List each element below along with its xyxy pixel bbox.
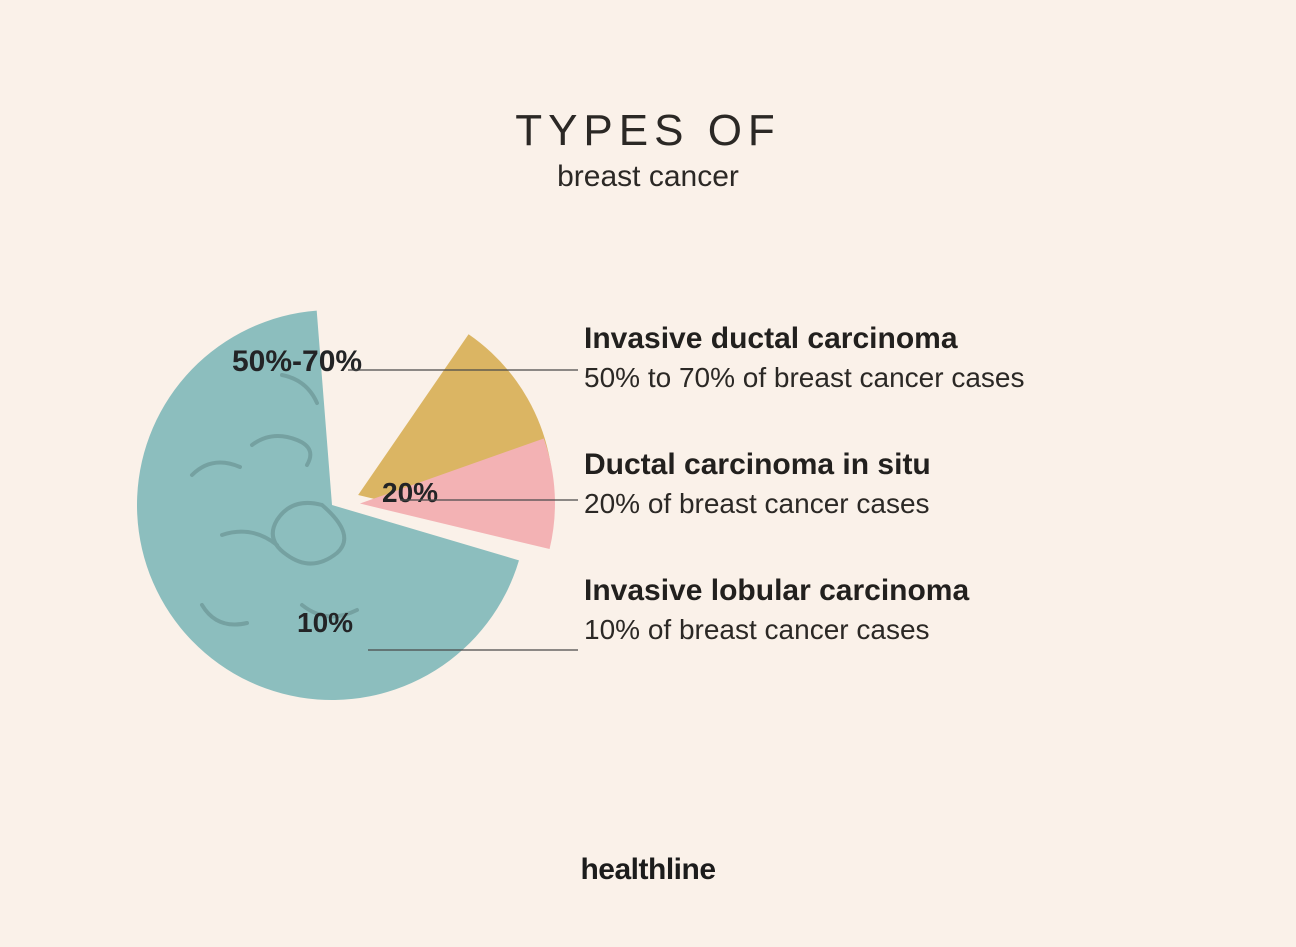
- legend-title: Ductal carcinoma in situ: [584, 448, 1204, 482]
- title-sub: breast cancer: [0, 160, 1296, 194]
- legend-title: Invasive ductal carcinoma: [584, 322, 1204, 356]
- slice-label-ilc: 10%: [297, 607, 353, 639]
- legend-item-dcis: Ductal carcinoma in situ 20% of breast c…: [584, 448, 1204, 520]
- pie-svg: [102, 275, 562, 735]
- title-main: TYPES OF: [0, 106, 1296, 156]
- legend-item-ilc: Invasive lobular carcinoma 10% of breast…: [584, 574, 1204, 646]
- legend-desc: 10% of breast cancer cases: [584, 614, 1204, 646]
- pie-chart: 50%-70% 20% 10%: [102, 275, 502, 675]
- slice-label-idc: 50%-70%: [232, 345, 362, 379]
- legend-desc: 50% to 70% of breast cancer cases: [584, 362, 1204, 394]
- legend-title: Invasive lobular carcinoma: [584, 574, 1204, 608]
- legend: Invasive ductal carcinoma 50% to 70% of …: [584, 322, 1204, 700]
- heading: TYPES OF breast cancer: [0, 106, 1296, 194]
- brand-logo: healthline: [0, 853, 1296, 887]
- legend-desc: 20% of breast cancer cases: [584, 488, 1204, 520]
- slice-label-dcis: 20%: [382, 477, 438, 509]
- legend-item-idc: Invasive ductal carcinoma 50% to 70% of …: [584, 322, 1204, 394]
